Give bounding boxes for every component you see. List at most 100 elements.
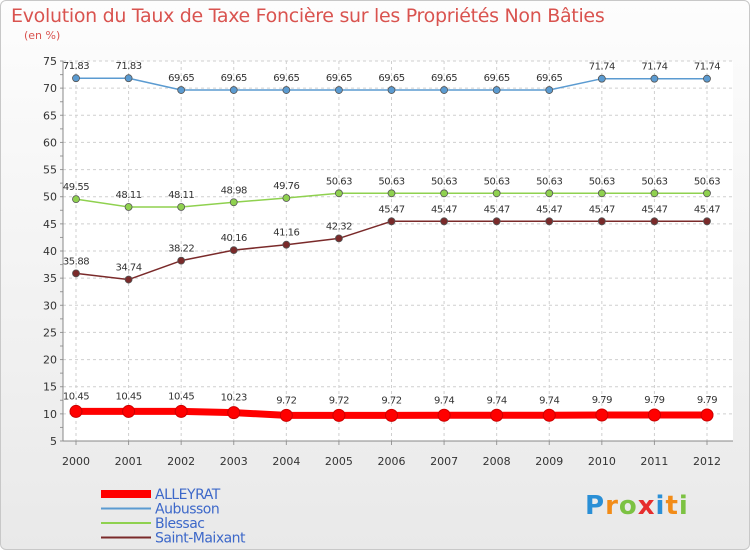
data-label: 10.23 bbox=[221, 393, 247, 404]
data-label: 35.88 bbox=[63, 256, 89, 267]
series-alleyrat: 10.45 10.45 10.45 10.23 9.72 9.72 9.72 9.74 9.74… bbox=[63, 391, 718, 422]
data-point bbox=[72, 74, 80, 83]
data-label: 45.47 bbox=[431, 204, 457, 215]
data-point bbox=[595, 408, 609, 422]
data-point bbox=[335, 234, 343, 243]
series-aubusson: 71.83 71.83 69.65 69.65 69.65 69.65 69.65 69.65… bbox=[63, 61, 721, 94]
data-point bbox=[174, 404, 188, 418]
data-label: 48.98 bbox=[221, 185, 247, 196]
data-label: 9.79 bbox=[592, 395, 612, 406]
x-tick-label: 2008 bbox=[483, 455, 511, 468]
y-tick-label: 50 bbox=[43, 191, 57, 204]
data-point bbox=[545, 86, 554, 94]
legend-label: ALLEYRAT bbox=[155, 487, 221, 503]
series-blessac: 49.55 48.11 48.11 48.98 49.76 50.63 50.63 50.63… bbox=[63, 176, 721, 211]
data-label: 9.72 bbox=[381, 395, 401, 406]
data-point bbox=[703, 74, 711, 83]
data-label: 41.16 bbox=[273, 228, 299, 239]
data-label: 69.65 bbox=[273, 73, 299, 84]
data-label: 48.11 bbox=[116, 190, 142, 201]
data-label: 50.63 bbox=[378, 176, 404, 187]
data-point bbox=[122, 404, 136, 418]
data-label: 48.11 bbox=[168, 190, 194, 201]
y-tick-label: 35 bbox=[43, 272, 57, 285]
y-tick-label: 75 bbox=[43, 55, 57, 68]
data-point bbox=[124, 275, 133, 284]
data-point bbox=[282, 194, 291, 202]
data-point bbox=[227, 406, 241, 420]
data-point bbox=[542, 408, 556, 422]
chart-subtitle: (en %) bbox=[24, 29, 61, 42]
data-point bbox=[545, 217, 554, 226]
data-label: 50.63 bbox=[326, 176, 352, 187]
data-label: 9.74 bbox=[539, 395, 559, 406]
data-point bbox=[335, 86, 343, 94]
logo-letter: i bbox=[678, 491, 689, 521]
data-label: 50.63 bbox=[536, 176, 562, 187]
logo-letter: t bbox=[665, 491, 679, 521]
data-label: 10.45 bbox=[63, 391, 89, 402]
x-tick-label: 2007 bbox=[430, 455, 458, 468]
data-point bbox=[229, 246, 238, 255]
data-point bbox=[440, 217, 448, 226]
y-tick-label: 45 bbox=[43, 218, 57, 231]
proxiti-logo: Proxiti bbox=[585, 491, 689, 521]
data-point bbox=[385, 408, 398, 422]
x-tick-label: 2010 bbox=[588, 455, 616, 468]
data-point bbox=[387, 189, 396, 198]
data-label: 9.74 bbox=[487, 395, 507, 406]
data-label: 50.63 bbox=[484, 176, 510, 187]
data-point bbox=[700, 408, 714, 422]
x-tick-label: 2009 bbox=[535, 455, 563, 468]
data-point bbox=[492, 189, 501, 198]
data-point bbox=[387, 217, 396, 226]
data-label: 50.63 bbox=[641, 176, 667, 187]
x-tick-label: 2002 bbox=[167, 455, 195, 468]
data-label: 9.72 bbox=[329, 395, 349, 406]
data-label: 50.63 bbox=[694, 176, 720, 187]
data-point bbox=[72, 269, 80, 278]
data-label: 9.79 bbox=[644, 395, 664, 406]
y-tick-label: 60 bbox=[43, 136, 57, 149]
data-point bbox=[440, 86, 448, 94]
data-point bbox=[124, 74, 133, 83]
x-tick-label: 2006 bbox=[378, 455, 406, 468]
data-label: 45.47 bbox=[641, 204, 667, 215]
data-point bbox=[440, 189, 448, 198]
data-label: 45.47 bbox=[589, 204, 615, 215]
legend-label: Aubusson bbox=[155, 502, 219, 518]
logo-letter: i bbox=[655, 491, 666, 521]
data-point bbox=[177, 86, 186, 94]
x-tick-label: 2011 bbox=[640, 455, 668, 468]
data-point bbox=[282, 240, 291, 249]
x-tick-label: 2012 bbox=[693, 455, 721, 468]
data-label: 69.65 bbox=[326, 73, 352, 84]
data-label: 45.47 bbox=[536, 204, 562, 215]
data-point bbox=[492, 86, 501, 94]
data-point bbox=[597, 74, 606, 83]
data-label: 69.65 bbox=[484, 73, 510, 84]
data-point bbox=[282, 86, 291, 94]
data-point bbox=[650, 189, 659, 198]
data-point bbox=[229, 198, 238, 207]
data-label: 50.63 bbox=[589, 176, 615, 187]
data-label: 9.74 bbox=[434, 395, 454, 406]
data-label: 69.65 bbox=[168, 73, 194, 84]
data-point bbox=[650, 74, 659, 83]
data-point bbox=[490, 408, 504, 422]
data-point bbox=[279, 408, 293, 422]
y-tick-label: 10 bbox=[43, 408, 57, 421]
data-point bbox=[437, 408, 451, 422]
data-label: 71.74 bbox=[694, 62, 720, 73]
data-label: 45.47 bbox=[484, 204, 510, 215]
data-point bbox=[332, 408, 346, 422]
data-label: 40.16 bbox=[221, 233, 247, 244]
data-label: 69.65 bbox=[378, 73, 404, 84]
y-tick-label: 30 bbox=[43, 299, 57, 312]
logo-letter: P bbox=[585, 491, 606, 521]
data-point bbox=[703, 217, 711, 226]
x-tick-label: 2001 bbox=[115, 455, 143, 468]
data-point bbox=[177, 203, 186, 211]
